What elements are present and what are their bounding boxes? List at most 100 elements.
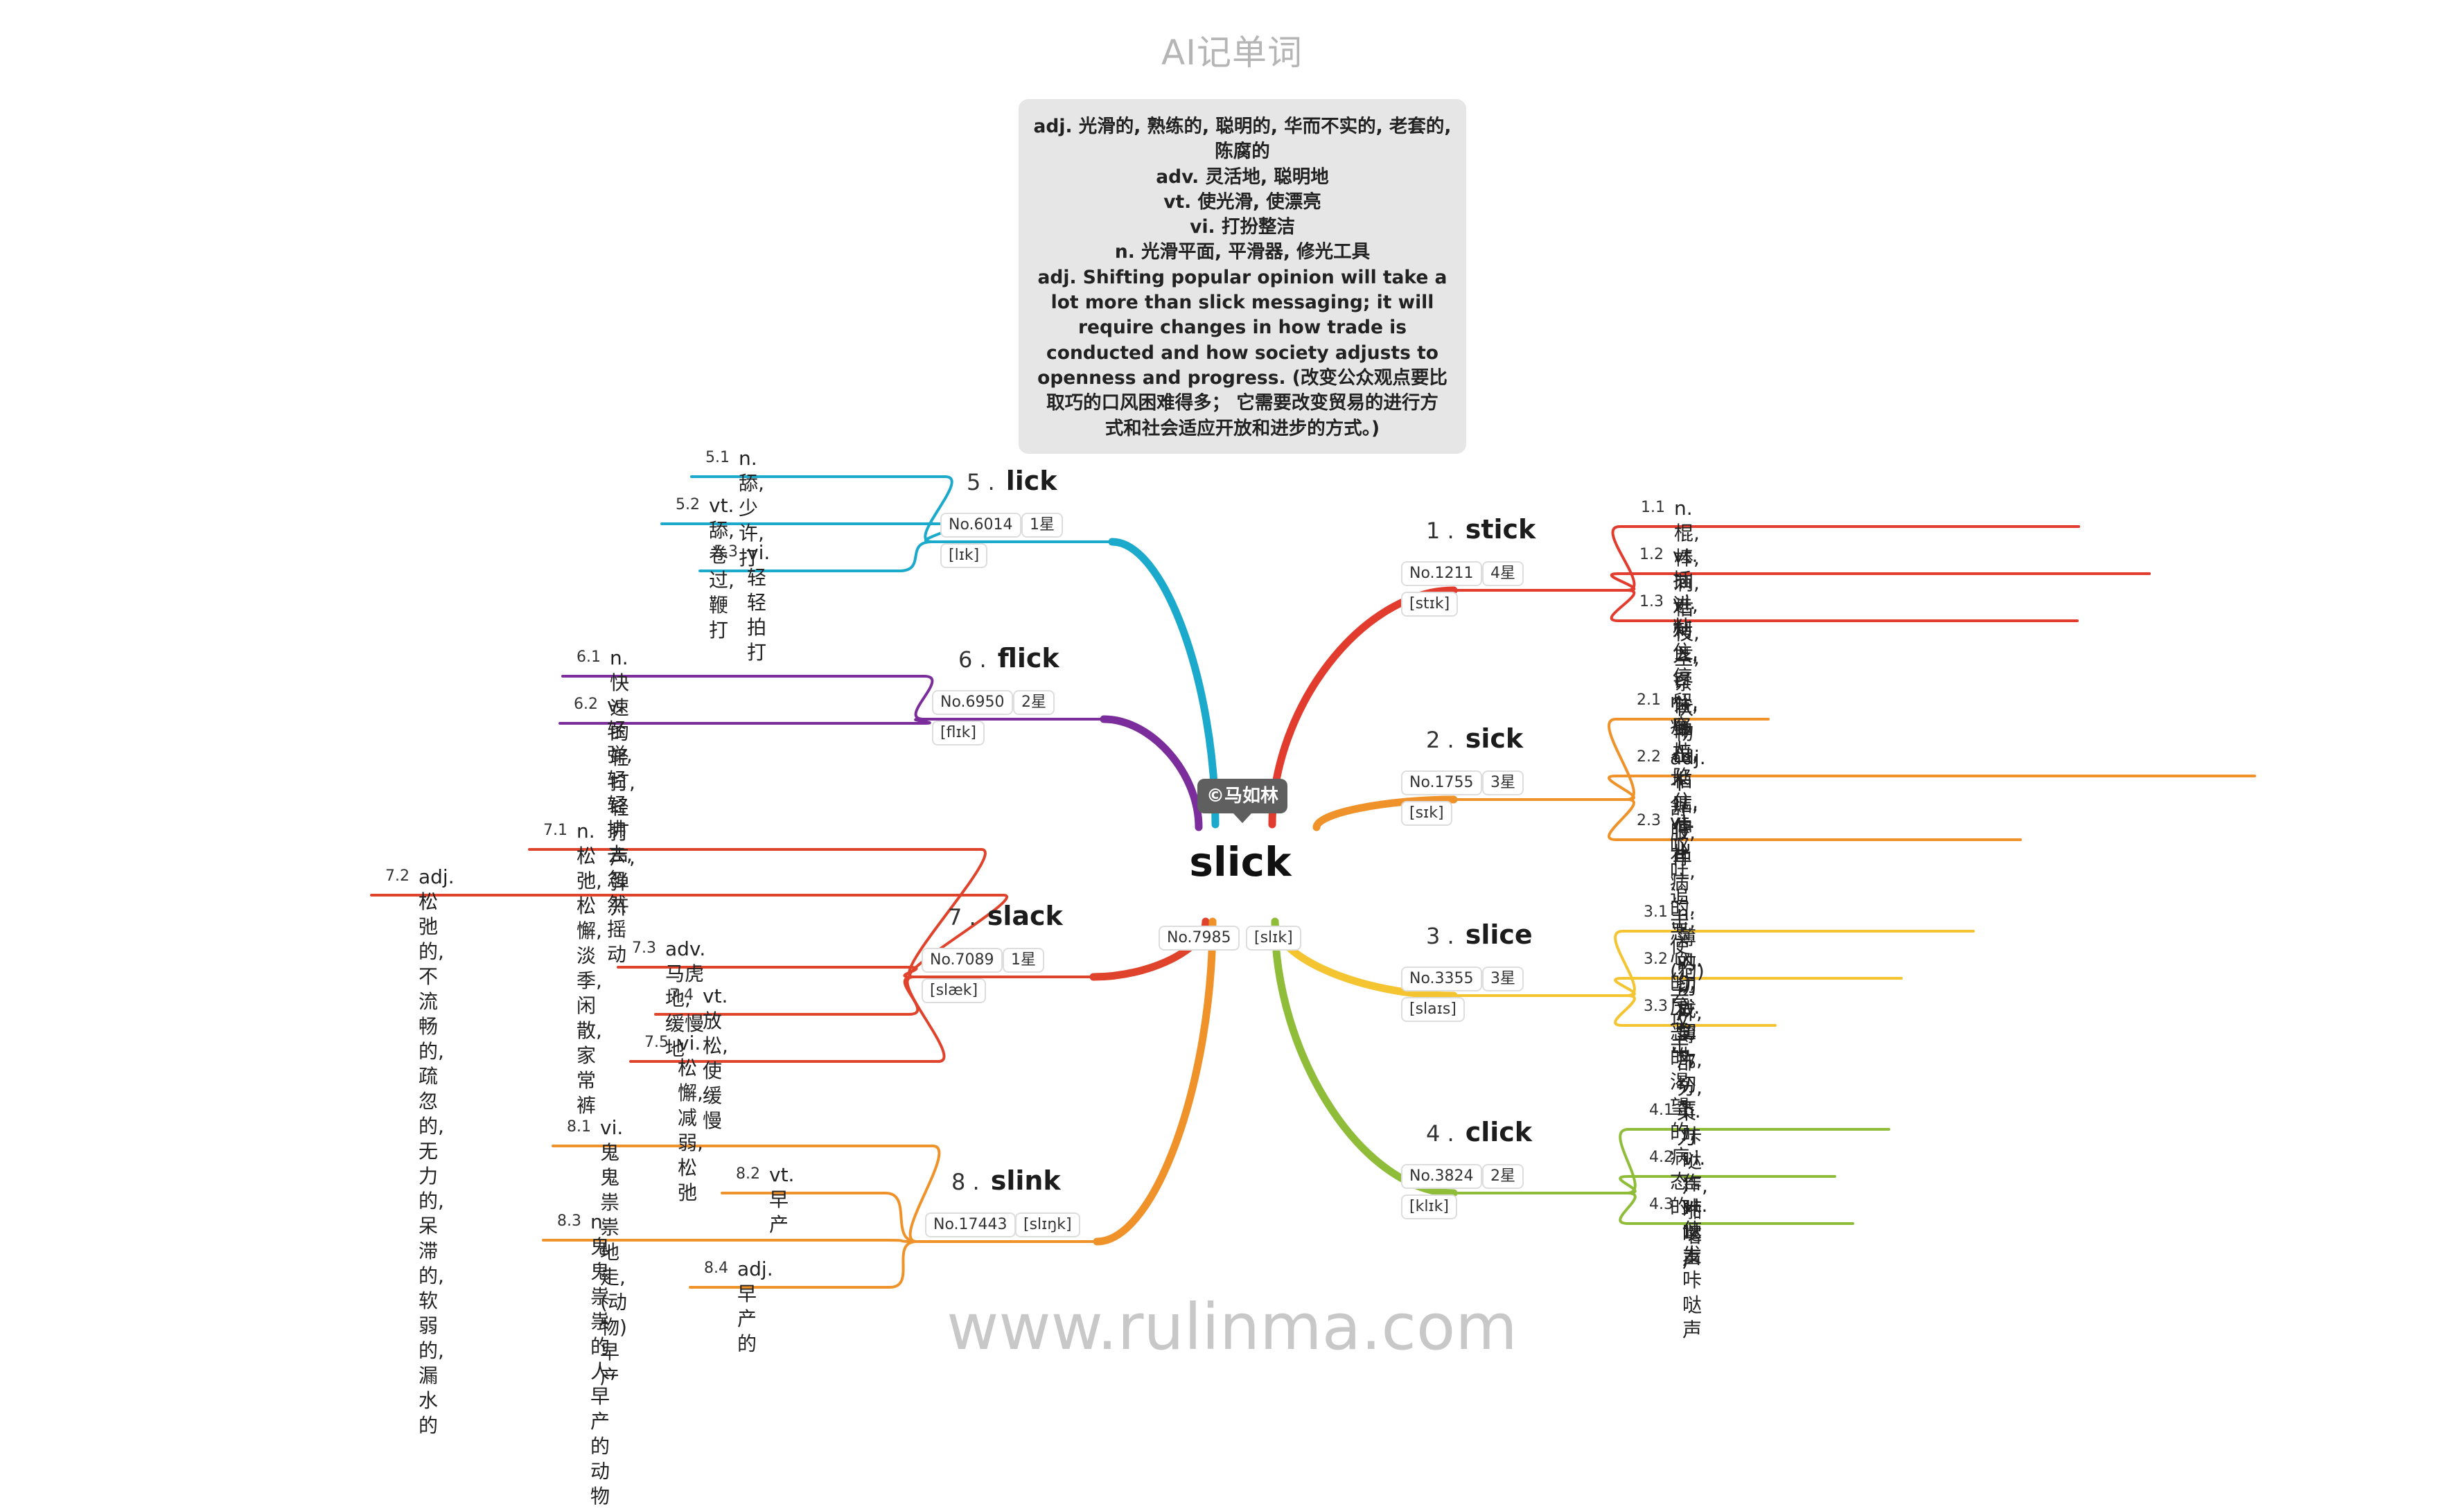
branch-title-7[interactable]: 7 . slack [948,901,1063,931]
sense-line [558,718,931,725]
sense-text: vi. 鬼鬼祟祟地走, (动物)早产 [600,1116,627,1388]
branch-number: 4 . [1426,1120,1454,1147]
sense-text: vi. 粘住, 停留, 坚持, 陷住, 伸出 [1673,591,1698,863]
branch-number: 1 . [1426,518,1454,544]
sense-index: 4.3 [1649,1196,1673,1213]
sense-line [1619,1175,1836,1194]
branch-title-1[interactable]: 1 . stick [1426,514,1535,545]
sense-index: 2.1 [1637,691,1661,709]
sense-index: 1.1 [1641,499,1665,516]
number-tag: No.7089 [922,948,1003,973]
sense-index: 3.2 [1644,951,1668,968]
stars-tag: 1星 [1003,948,1044,973]
branch-number: 7 . [948,904,976,930]
number-tag: No.6014 [940,513,1021,538]
sense-text: n. 薄的切片, 一部分, 菜刀 [1677,901,1702,1149]
phonetic-tag: [sɪk] [1401,801,1452,826]
center-phonetic-tag: [slɪk] [1246,926,1301,951]
sense-index: 6.1 [577,648,601,666]
sense-text: n. 舔, 少许, 打 [739,447,764,570]
sense-text: adv. 马虎地, 缓慢地 [665,937,706,1060]
sense-line [1610,572,2151,592]
branch-word: click [1465,1117,1533,1147]
sense-index: 1.3 [1639,593,1664,610]
number-tag: No.17443 [925,1212,1016,1237]
sense-text: n. 病人 [1670,689,1690,762]
branch-trunk-8 [1093,917,1217,1246]
phonetic-tag: [slɪŋk] [1015,1212,1080,1237]
sense-line [561,675,934,721]
phonetic-tag: [flɪk] [932,721,985,745]
sense-line [528,848,987,978]
sense-index: 3.1 [1644,903,1668,921]
sense-text: vi. 轻轻拍打 [747,541,771,664]
sense-line [542,1239,918,1243]
branch-word: flick [997,643,1059,673]
phonetic-tag: [slæk] [922,978,987,1003]
stars-tag: 3星 [1482,967,1524,991]
branch-title-3[interactable]: 3 . slice [1426,919,1533,950]
branch-trunk-6 [1100,715,1203,831]
sense-text: n. 松弛, 松懈, 淡季, 闲散, 家常裤 [577,820,602,1117]
branch-trunk-4 [1271,917,1458,1197]
sense-index: 5.3 [714,543,738,561]
center-number-tag: No.7985 [1159,926,1240,951]
sense-index: 7.1 [543,822,567,839]
branch-title-2[interactable]: 2 . sick [1426,723,1523,754]
branch-trunk-5 [1108,538,1220,829]
branch-word: lick [1005,466,1057,496]
branch-trunk-2 [1312,795,1458,831]
sense-index: 2.3 [1637,812,1661,829]
footer-url: www.rulinma.com [947,1290,1517,1364]
sense-index: 6.2 [574,696,598,713]
stars-tag: 2星 [1482,1164,1524,1189]
sense-line [617,966,918,978]
author-badge: ©马如林 [1197,779,1287,823]
branch-word: stick [1465,514,1536,545]
sense-index: 2.2 [1637,748,1661,766]
phonetic-tag: [stɪk] [1401,592,1459,617]
sense-text: n. 快速的轻打, 轻打声, 弹开 [610,646,635,919]
sense-line [1608,798,2022,841]
sense-text: v. 轻弹, 轻轻拂去, 忽然摇动 [607,694,633,966]
stars-tag: 3星 [1482,770,1524,795]
sense-line [660,522,959,543]
note-line: vi. 打扮整洁 [1190,216,1295,238]
mindmap-canvas: AI记单词 adj. 光滑的, 熟练的, 聪明的, 华而不实的, 老套的, 陈腐… [370,33,2256,1508]
center-word[interactable]: slick [1189,838,1292,885]
sense-index: 7.4 [669,987,694,1004]
sense-text: adj. 早产的 [737,1258,773,1355]
sense-line [552,1145,941,1243]
sense-index: 7.5 [644,1034,669,1051]
stars-tag: 4星 [1482,561,1524,586]
branch-word: slack [987,901,1063,931]
stars-tag: 2星 [1013,690,1055,715]
branch-title-8[interactable]: 8 . slink [951,1165,1061,1196]
branch-title-4[interactable]: 4 . click [1426,1117,1532,1147]
sense-line [1614,930,1975,997]
sense-text: vt. 舔, 卷过, 鞭打 [709,494,734,642]
note-line: adv. 灵活地, 聪明地 [1156,166,1329,188]
sense-line [1614,977,1903,997]
branch-title-5[interactable]: 5 . lick [967,466,1057,496]
number-tag: No.3824 [1401,1164,1482,1189]
sense-text: n. 棍, 棒, 刺, 枯枝, 茎, 条状物 [1674,497,1700,744]
sense-line [689,1240,918,1289]
branch-word: sick [1465,723,1524,754]
sense-text: vt. 放松, 使缓慢 [703,985,728,1132]
sense-index: 7.3 [632,939,656,957]
page-title: AI记单词 [1161,33,1303,73]
note-line: n. 光滑平面, 平滑器, 修光工具 [1114,241,1371,263]
branch-number: 8 . [951,1169,980,1195]
definition-note: adj. 光滑的, 熟练的, 聪明的, 华而不实的, 老套的, 陈腐的 adv.… [1019,99,1466,454]
phonetic-tag: [lɪk] [940,543,988,568]
sense-text: n. 咔哒声, 啪嗒声 [1682,1100,1708,1272]
sense-index: 8.3 [557,1212,581,1230]
branch-word: slice [1465,919,1533,950]
sense-line [1614,994,1777,1027]
phonetic-tag: [klɪk] [1401,1194,1457,1219]
branch-title-6[interactable]: 6 . flick [958,643,1059,673]
sense-line [721,1192,918,1243]
sense-text: vt. 切成薄片, 切下 [1677,948,1702,1121]
sense-index: 4.1 [1649,1102,1673,1119]
